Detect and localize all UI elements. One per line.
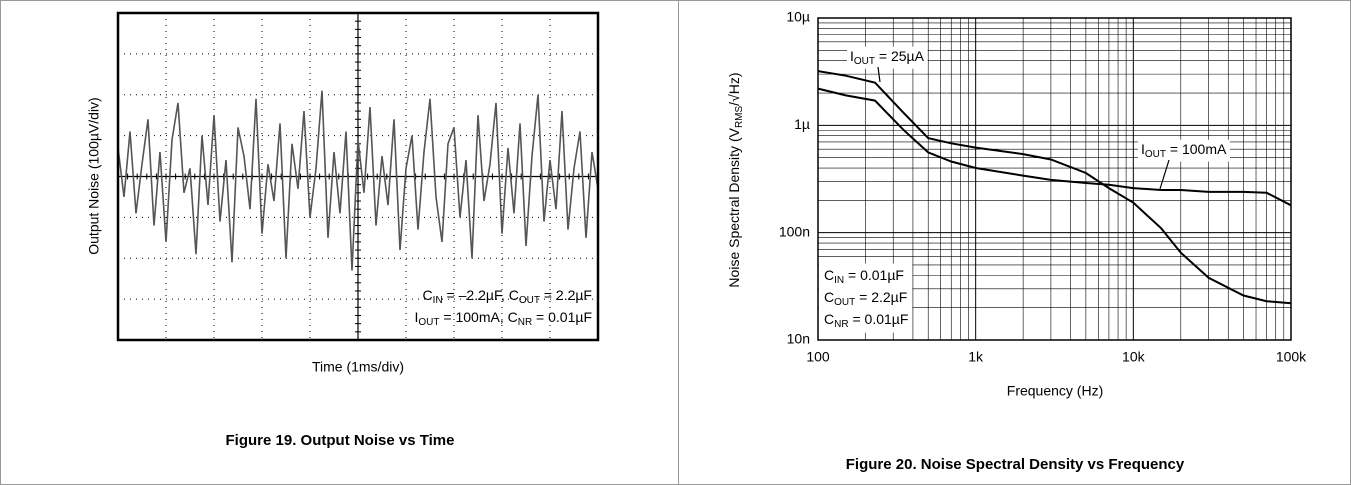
series-label: IOUT = 100mA [1141,141,1227,160]
annotation-part: OUT [418,317,439,328]
x-axis-label: Frequency (Hz) [1007,383,1103,399]
annotation-part: = 0.01µF [849,311,909,327]
y-axis-label-part: RMS [734,105,745,128]
label-bg [1138,139,1230,162]
annotation: CIN = –2.2µF, COUT = 2.2µF [423,287,592,306]
annotation-bg [819,263,913,333]
series-label-part: I [1141,141,1145,157]
annotation: IOUT = 100mA, CNR = 0.01µF [415,309,592,328]
annotation-part: = –2.2µF, C [443,287,519,303]
series-label-part: OUT [1145,149,1166,160]
annotation-part: I [415,309,419,325]
y-tick-label: 1µ [794,116,810,132]
annotation-part: C [824,267,834,283]
plot-border [116,11,600,342]
y-tick-label: 100n [779,223,810,239]
label-bg [847,46,928,69]
y-tick-label: 10n [787,331,810,347]
label-arrow [877,66,881,83]
data-line [817,70,1292,305]
annotation-part: NR [834,319,848,330]
annotation-part: OUT [519,295,540,306]
annotation-part: OUT [834,297,855,308]
y-tick-label: 10µ [786,9,810,25]
series-label-part: = 100mA [1166,141,1227,157]
x-tick-label: 100 [806,349,830,365]
figure-caption: Figure 20. Noise Spectral Density vs Fre… [846,456,1185,473]
y-axis-label: Noise Spectral Density (VRMS/√Hz) [726,72,745,287]
data-line [117,90,599,271]
series-label-part: = 25µA [875,48,925,64]
x-tick-label: 10k [1122,349,1146,365]
annotation-part: IN [834,275,844,286]
annotation-part: NR [518,317,532,328]
annotation-part: = 0.01µF [844,267,904,283]
annotation-part: = 2.2µF [540,287,592,303]
annotation: CIN = 0.01µF [824,267,904,286]
label-arrow [1159,159,1170,190]
plot-border [817,17,1292,341]
annotation: CNR = 0.01µF [824,311,908,330]
annotation: COUT = 2.2µF [824,289,907,308]
annotation-part: = 2.2µF [855,289,907,305]
annotation-part: = 100mA, C [440,309,518,325]
series-label-part: OUT [854,56,875,67]
data-line [817,87,1292,207]
x-tick-label: 1k [968,349,984,365]
y-axis-label: Output Noise (100µV/div) [86,97,102,254]
annotation-part: C [824,311,834,327]
x-axis-label: Time (1ms/div) [312,359,404,375]
y-axis-label-part: /√Hz) [726,72,742,105]
series-label-part: I [850,48,854,64]
y-axis-label-part: Noise Spectral Density (V [726,127,742,287]
x-tick-label: 100k [1276,349,1307,365]
annotation-part: C [824,289,834,305]
figure-caption: Figure 19. Output Noise vs Time [226,432,455,449]
series-label: IOUT = 25µA [850,48,925,67]
annotation-part: C [423,287,433,303]
annotation-part: IN [433,295,443,306]
annotation-part: = 0.01µF [532,309,592,325]
